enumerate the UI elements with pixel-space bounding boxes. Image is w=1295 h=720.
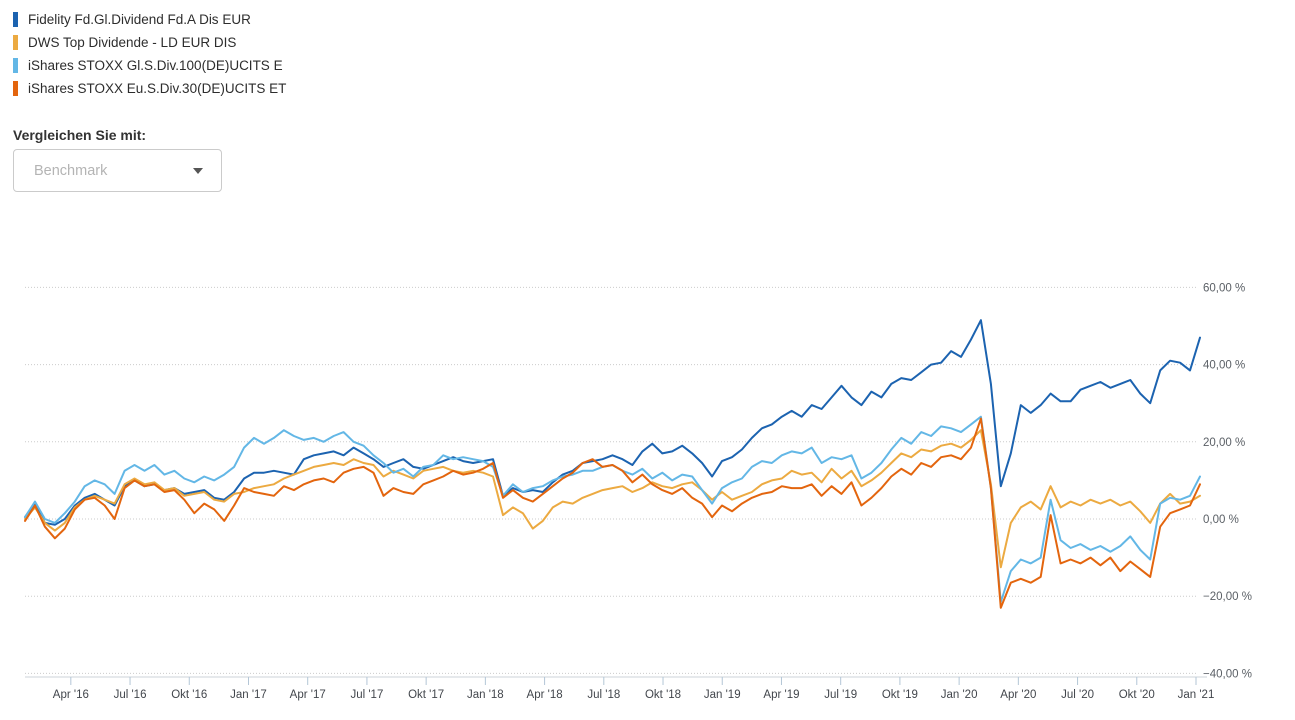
x-axis-label: Jul '18 <box>587 689 620 701</box>
series-line-fidelity[interactable] <box>24 319 1201 526</box>
x-axis-label: Apr '20 <box>1000 689 1036 701</box>
legend: Fidelity Fd.Gl.Dividend Fd.A Dis EUR DWS… <box>13 8 286 100</box>
x-axis-label: Jan '18 <box>467 689 504 701</box>
x-axis-label: Apr '18 <box>527 689 563 701</box>
y-axis-label: 20,00 % <box>1203 437 1245 449</box>
x-axis-label: Jan '19 <box>704 689 741 701</box>
legend-item-dws[interactable]: DWS Top Dividende - LD EUR DIS <box>13 31 286 54</box>
legend-label: DWS Top Dividende - LD EUR DIS <box>28 35 237 50</box>
x-axis-label: Okt '17 <box>408 689 444 701</box>
legend-swatch-dws <box>13 35 18 50</box>
x-axis-label: Jul '17 <box>350 689 383 701</box>
legend-swatch-ishares-gl <box>13 58 18 73</box>
y-axis-label: −20,00 % <box>1203 591 1252 603</box>
x-axis-label: Jul '16 <box>114 689 147 701</box>
benchmark-dropdown-placeholder: Benchmark <box>34 162 108 179</box>
legend-item-ishares-eu[interactable]: iShares STOXX Eu.S.Div.30(DE)UCITS ET <box>13 77 286 100</box>
legend-swatch-ishares-eu <box>13 81 18 96</box>
x-axis-label: Apr '16 <box>53 689 89 701</box>
x-axis-label: Jan '17 <box>230 689 267 701</box>
y-axis-label: 40,00 % <box>1203 360 1245 372</box>
x-axis-label: Jul '19 <box>824 689 857 701</box>
legend-swatch-fidelity <box>13 12 18 27</box>
x-axis-label: Apr '17 <box>290 689 326 701</box>
series-line-ishares-eu[interactable] <box>24 417 1201 609</box>
legend-item-ishares-gl[interactable]: iShares STOXX Gl.S.Div.100(DE)UCITS E <box>13 54 286 77</box>
x-axis-label: Jan '20 <box>941 689 978 701</box>
x-axis-label: Okt '20 <box>1119 689 1155 701</box>
benchmark-dropdown[interactable]: Benchmark <box>13 149 222 192</box>
series-line-ishares-gl[interactable] <box>24 415 1201 603</box>
x-axis-label: Apr '19 <box>763 689 799 701</box>
y-axis-label: 0,00 % <box>1203 514 1239 526</box>
legend-item-fidelity[interactable]: Fidelity Fd.Gl.Dividend Fd.A Dis EUR <box>13 8 286 31</box>
y-axis-label: 60,00 % <box>1203 282 1245 294</box>
x-axis-label: Okt '19 <box>882 689 918 701</box>
chevron-down-icon <box>193 167 203 174</box>
x-axis-label: Okt '16 <box>171 689 207 701</box>
y-axis-label: −40,00 % <box>1203 668 1252 680</box>
legend-label: Fidelity Fd.Gl.Dividend Fd.A Dis EUR <box>28 12 251 27</box>
x-axis-label: Okt '18 <box>645 689 681 701</box>
x-axis-label: Jul '20 <box>1061 689 1094 701</box>
legend-label: iShares STOXX Gl.S.Div.100(DE)UCITS E <box>28 58 283 73</box>
compare-with-label: Vergleichen Sie mit: <box>13 127 147 143</box>
series-line-dws[interactable] <box>24 429 1201 569</box>
legend-label: iShares STOXX Eu.S.Div.30(DE)UCITS ET <box>28 81 287 96</box>
x-axis-label: Jan '21 <box>1178 689 1215 701</box>
